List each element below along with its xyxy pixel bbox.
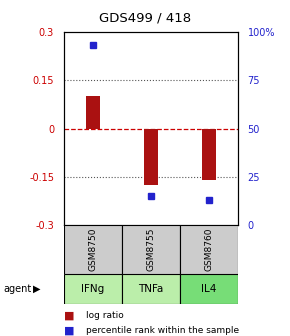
Text: log ratio: log ratio — [86, 311, 123, 320]
Bar — [180, 225, 238, 274]
Bar — [180, 274, 238, 304]
Bar — [144, 128, 158, 185]
Bar — [64, 225, 122, 274]
Bar — [64, 274, 122, 304]
Text: TNFa: TNFa — [138, 284, 164, 294]
Text: ■: ■ — [64, 311, 74, 321]
Bar — [122, 225, 180, 274]
Text: GSM8750: GSM8750 — [88, 228, 97, 271]
Text: percentile rank within the sample: percentile rank within the sample — [86, 327, 239, 335]
Bar — [122, 274, 180, 304]
Text: IL4: IL4 — [201, 284, 217, 294]
Text: agent: agent — [3, 284, 31, 294]
Text: ■: ■ — [64, 326, 74, 336]
Bar — [86, 96, 100, 128]
Text: GDS499 / 418: GDS499 / 418 — [99, 12, 191, 25]
Bar — [202, 128, 216, 180]
Text: ▶: ▶ — [33, 284, 41, 294]
Text: GSM8755: GSM8755 — [146, 228, 155, 271]
Text: IFNg: IFNg — [81, 284, 104, 294]
Text: GSM8760: GSM8760 — [204, 228, 213, 271]
